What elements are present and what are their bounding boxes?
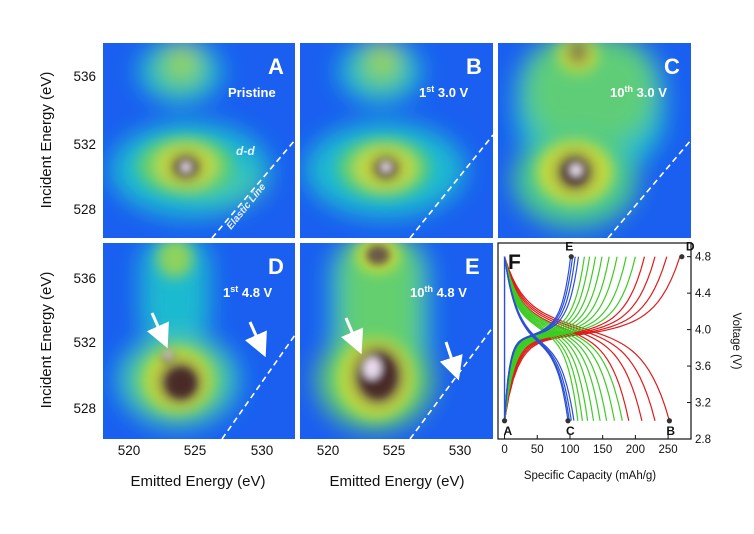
discharge-curve	[503, 256, 656, 421]
panel-a-letter: A	[268, 54, 284, 79]
panel-a: A Pristine d-d Elastic Line	[103, 43, 295, 238]
discharge-curve	[503, 256, 579, 421]
panel-e-arrow-left	[341, 317, 364, 355]
f-x-tick-label: 250	[659, 444, 678, 456]
y-tick-label: 528	[73, 202, 96, 217]
panel-c-letter: C	[664, 54, 680, 79]
f-x-tick-label: 100	[560, 444, 579, 456]
f-y-tick-label: 4.4	[695, 288, 712, 300]
panel-f-curves	[503, 256, 681, 421]
x-tick-label: 525	[383, 443, 406, 458]
panel-e-condition: 10th 4.8 V	[410, 284, 467, 300]
panel-e: E 10th 4.8 V	[300, 243, 493, 439]
panel-e-arrow-right	[439, 341, 463, 381]
f-y-tick-label: 3.2	[695, 398, 711, 410]
panel-d-condition: 1st 4.8 V	[223, 284, 273, 300]
y-tick-label: 536	[73, 271, 96, 286]
panel-f-points: A B C D E	[501, 240, 695, 438]
point-label-d: D	[686, 240, 695, 254]
point-marker-e	[568, 254, 574, 260]
f-y-tick-label: 4.8	[695, 252, 711, 264]
panel-f-x-ticks: 0 50 100 150 200 250	[501, 435, 678, 456]
y-tick-label: 532	[73, 335, 96, 350]
panel-e-letter: E	[465, 254, 480, 279]
x-axis-title-d: Emitted Energy (eV)	[130, 473, 265, 490]
panel-a-elastic-line	[211, 139, 295, 238]
panel-c-elastic-line	[607, 139, 691, 238]
f-y-tick-label: 3.6	[695, 361, 711, 373]
point-marker-b	[666, 418, 673, 424]
panel-f-x-title: Specific Capacity (mAh/g)	[524, 470, 656, 482]
panel-d-arrow-left	[146, 312, 169, 349]
charge-curve	[503, 256, 572, 421]
y-tick-label: 528	[73, 401, 96, 416]
y-axis-title-top: Incident Energy (eV)	[38, 72, 55, 209]
point-label-b: B	[666, 424, 675, 438]
x-tick-label: 520	[118, 443, 141, 458]
panel-f: A B C D E 0 50 100 150 200 250 2.8 3.2 3.6 4.0 4.4 4.8…	[497, 240, 742, 482]
panel-d: D 1st 4.8 V	[103, 243, 295, 439]
panel-f-y-title: Voltage (V)	[730, 313, 742, 370]
f-y-tick-label: 4.0	[695, 325, 711, 337]
y-tick-label: 532	[73, 137, 96, 152]
x-tick-label: 530	[449, 443, 472, 458]
panel-f-y-ticks: 2.8 3.2 3.6 4.0 4.4 4.8	[687, 252, 712, 446]
panel-a-condition: Pristine	[228, 85, 276, 100]
point-label-c: C	[566, 424, 575, 438]
panel-f-letter: F	[508, 251, 521, 274]
point-label-e: E	[565, 240, 573, 254]
y-tick-label: 536	[73, 69, 96, 84]
x-tick-label: 530	[251, 443, 274, 458]
f-x-tick-label: 200	[626, 444, 645, 456]
panel-d-elastic-line	[221, 334, 295, 439]
x-axis-title-e: Emitted Energy (eV)	[329, 473, 464, 490]
x-tick-label: 525	[184, 443, 207, 458]
x-tick-label: 520	[317, 443, 340, 458]
charge-curve	[503, 256, 668, 421]
panel-d-arrow-right	[244, 321, 267, 358]
panel-c-condition: 10th 3.0 V	[610, 84, 667, 100]
panel-c: C 10th 3.0 V	[498, 43, 691, 238]
panel-d-letter: D	[268, 254, 284, 279]
panel-e-elastic-line	[409, 326, 493, 439]
f-x-tick-label: 150	[593, 444, 612, 456]
panel-b-elastic-line	[409, 134, 493, 238]
charge-curve	[503, 256, 681, 421]
point-marker-a	[501, 418, 508, 424]
y-axis-title-bottom: Incident Energy (eV)	[38, 272, 55, 409]
discharge-curve	[503, 256, 569, 421]
f-y-tick-label: 2.8	[695, 434, 711, 446]
point-label-a: A	[504, 424, 513, 438]
f-x-tick-label: 0	[501, 444, 507, 456]
point-marker-d	[679, 254, 685, 260]
panel-a-dd-annotation: d-d	[236, 144, 255, 158]
panel-b-letter: B	[466, 54, 482, 79]
panel-b: B 1st 3.0 V	[300, 43, 493, 238]
f-x-tick-label: 50	[531, 444, 544, 456]
heatmap-axes: 536 532 528 536 532 528 520 525 530 520 …	[38, 69, 471, 490]
point-marker-c	[565, 418, 571, 424]
panel-b-condition: 1st 3.0 V	[419, 84, 469, 100]
